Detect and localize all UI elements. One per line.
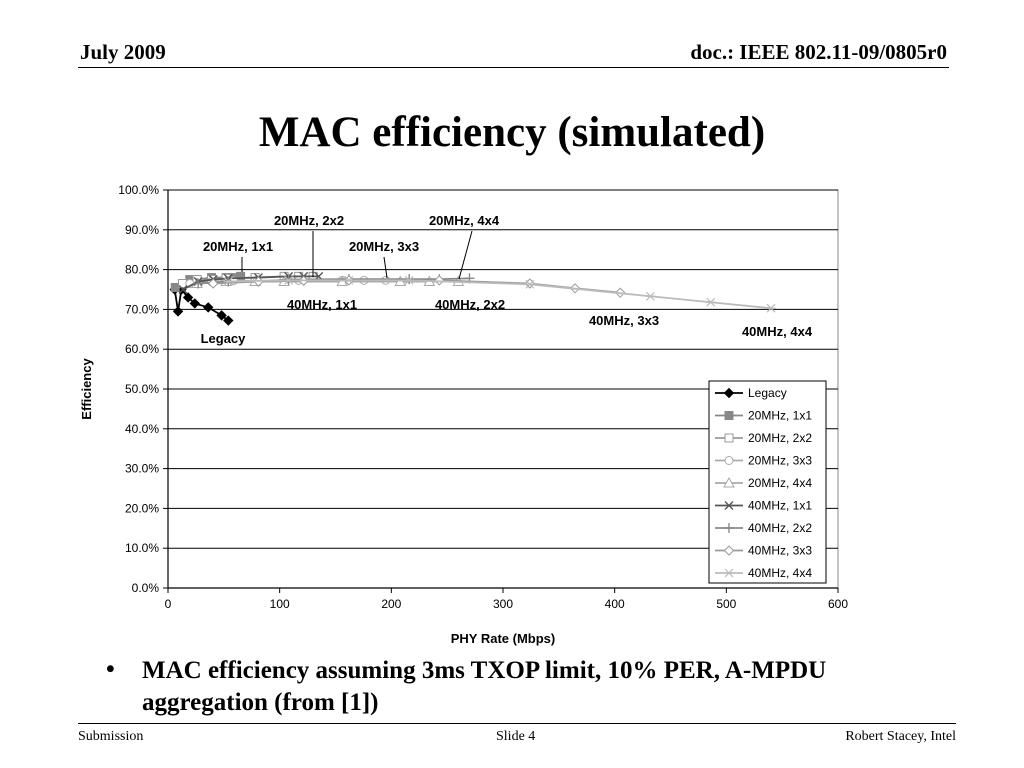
y-tick-label: 40.0% xyxy=(125,422,159,436)
data-point xyxy=(524,279,535,289)
legend-label: 40MHz, 4x4 xyxy=(748,566,812,580)
x-tick-label: 200 xyxy=(381,597,401,611)
legend-label: 40MHz, 3x3 xyxy=(748,544,812,558)
data-point xyxy=(283,275,294,285)
y-tick-label: 10.0% xyxy=(125,541,159,555)
header-date: July 2009 xyxy=(80,40,166,64)
data-point xyxy=(178,285,188,294)
data-point xyxy=(193,278,204,289)
series-line xyxy=(228,279,772,310)
header-doc-id: doc.: IEEE 802.11-09/0805r0 xyxy=(690,40,947,64)
series-40mhz-4x4 xyxy=(223,275,776,313)
data-point xyxy=(705,297,716,307)
data-point xyxy=(724,501,734,510)
y-tick-label: 100.0% xyxy=(118,183,159,197)
x-tick-label: 0 xyxy=(165,597,172,611)
data-point xyxy=(645,291,656,301)
annotation-label: 40MHz, 4x4 xyxy=(742,324,813,339)
data-point xyxy=(223,315,234,326)
footer-submission: Submission xyxy=(78,729,144,744)
legend-label: 40MHz, 2x2 xyxy=(748,521,812,535)
bullet-text: MAC efficiency assuming 3ms TXOP limit, … xyxy=(142,657,827,716)
data-point xyxy=(724,456,734,465)
footer-slide-number: Slide 4 xyxy=(496,729,536,744)
data-point xyxy=(223,277,234,286)
series-line xyxy=(182,275,319,291)
data-point xyxy=(343,275,354,285)
header-divider xyxy=(78,67,949,68)
y-tick-label: 20.0% xyxy=(125,501,159,515)
legend-label: 20MHz, 3x3 xyxy=(748,454,812,468)
data-point xyxy=(723,545,735,556)
legend-label: 20MHz, 4x4 xyxy=(748,476,812,490)
data-point xyxy=(202,302,214,313)
data-point xyxy=(766,303,776,313)
x-tick-label: 500 xyxy=(716,597,736,611)
legend: Legacy 20MHz, 1x1 20MHz, 2x2 20MHz, 3x3 20MH… xyxy=(708,380,827,584)
y-tick-label: 0.0% xyxy=(132,581,160,595)
y-tick-label: 90.0% xyxy=(125,223,159,237)
data-point xyxy=(724,523,734,533)
annotation-label: 20MHz, 3x3 xyxy=(349,239,419,254)
data-point xyxy=(724,433,734,443)
annotation-label: 20MHz, 2x2 xyxy=(274,213,344,228)
x-tick-label: 300 xyxy=(493,597,513,611)
legend-label: Legacy xyxy=(748,386,787,400)
data-point xyxy=(724,411,734,420)
annotation-label: Legacy xyxy=(201,331,247,346)
data-point xyxy=(723,476,735,488)
annotation-label: 20MHz, 4x4 xyxy=(429,213,500,228)
bullet-marker: • xyxy=(106,656,115,683)
annotation-label: 20MHz, 1x1 xyxy=(203,239,273,254)
data-point xyxy=(724,568,734,578)
data-point xyxy=(404,274,415,285)
annotation-label: 40MHz, 2x2 xyxy=(435,297,505,312)
y-tick-label: 70.0% xyxy=(125,302,159,316)
y-tick-label: 30.0% xyxy=(125,462,159,476)
slide-title: MAC efficiency (simulated) xyxy=(258,109,766,156)
annotation-leader xyxy=(383,256,388,279)
y-tick-label: 80.0% xyxy=(125,263,159,277)
data-point xyxy=(723,387,735,399)
y-axis-title: Efficiency xyxy=(79,358,94,420)
legend-label: 20MHz, 1x1 xyxy=(748,409,812,423)
annotation-label: 40MHz, 3x3 xyxy=(589,313,659,328)
legend-label: 40MHz, 1x1 xyxy=(748,499,812,513)
data-point xyxy=(216,310,227,321)
data-point xyxy=(208,278,219,289)
annotation-label: 40MHz, 1x1 xyxy=(287,297,357,312)
data-point xyxy=(182,292,194,303)
data-point xyxy=(434,275,445,286)
x-axis-title: PHY Rate (Mbps) xyxy=(451,631,556,646)
y-tick-label: 50.0% xyxy=(125,382,159,396)
data-point xyxy=(404,275,415,285)
data-point xyxy=(172,306,184,317)
x-tick-label: 600 xyxy=(828,597,848,611)
data-point xyxy=(236,271,246,281)
data-point xyxy=(189,298,201,309)
footer-author: Robert Stacey, Intel xyxy=(845,729,956,744)
y-tick-label: 60.0% xyxy=(125,342,159,356)
x-tick-label: 400 xyxy=(605,597,625,611)
x-tick-label: 100 xyxy=(270,597,290,611)
annotation-leader xyxy=(458,230,473,280)
footer-divider xyxy=(78,723,956,724)
legend-label: 20MHz, 2x2 xyxy=(748,431,812,445)
